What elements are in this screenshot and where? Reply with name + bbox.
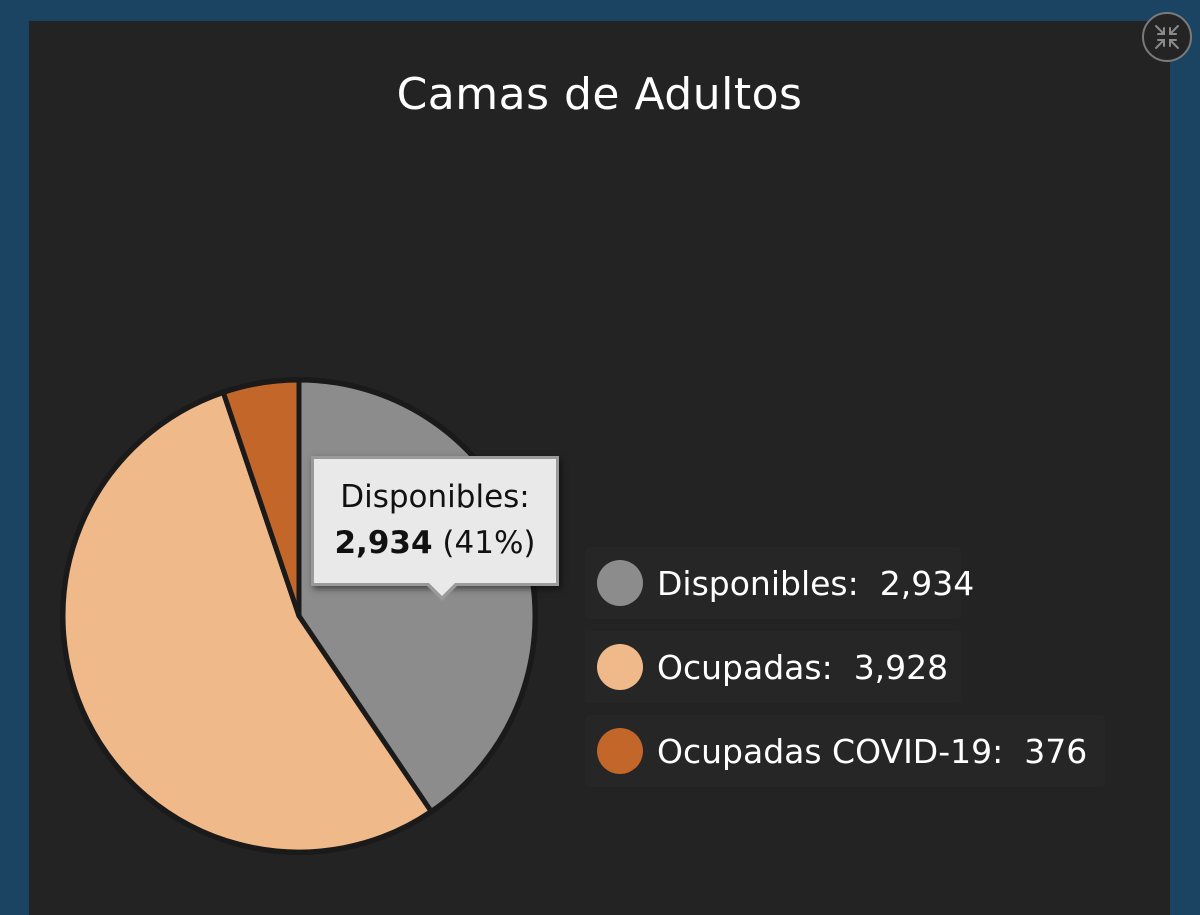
legend-item-ocupadas-covid[interactable]: Ocupadas COVID-19: 376	[585, 709, 1105, 793]
chart-title: Camas de Adultos	[396, 69, 803, 120]
legend-label: Ocupadas: 3,928	[657, 647, 949, 687]
pie-slice-ocupadas-covid-19[interactable]	[220, 377, 302, 619]
legend-label: Ocupadas COVID-19: 376	[657, 731, 1088, 771]
legend-item-disponibles[interactable]: Disponibles: 2,934	[585, 541, 1087, 625]
legend-swatch	[597, 560, 643, 606]
legend-label: Disponibles: 2,934	[657, 563, 975, 603]
chart-panel: Camas de Adultos Disponibles: 2,934 Ocup…	[29, 21, 1170, 915]
tooltip: Disponibles: 2,934 (41%)	[311, 456, 559, 601]
legend-item-ocupadas[interactable]: Ocupadas: 3,928	[585, 625, 1087, 709]
collapse-arrows-icon	[1155, 25, 1179, 49]
legend-swatch	[597, 728, 643, 774]
collapse-button[interactable]	[1142, 12, 1192, 62]
tooltip-value: 2,934	[334, 525, 433, 561]
tooltip-percent: (41%)	[442, 525, 536, 561]
legend: Disponibles: 2,934 Ocupadas: 3,928 Ocupa…	[585, 541, 1105, 793]
legend-swatch	[597, 644, 643, 690]
pie-slice-ocupadas[interactable]	[60, 389, 434, 855]
tooltip-label: Disponibles:	[340, 479, 530, 515]
tooltip-value-row: 2,934 (41%)	[314, 525, 556, 561]
